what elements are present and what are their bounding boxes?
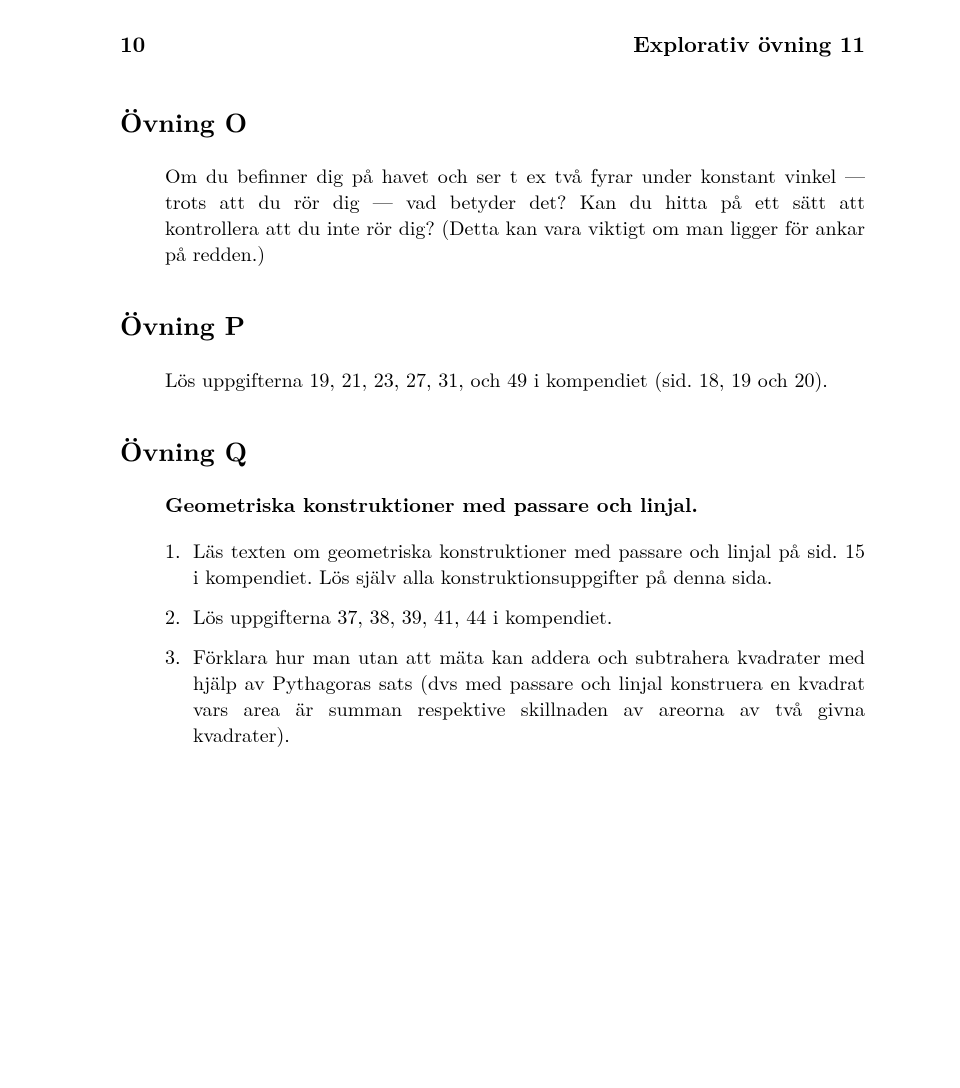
list-ovning-q: 1. Läs texten om geometriska konstruktio… [165, 537, 865, 747]
subheading-ovning-q: Geometriska konstruktioner med passare o… [165, 492, 865, 519]
heading-ovning-q: Övning Q [120, 434, 865, 468]
page-number: 10 [120, 30, 145, 59]
paragraph-ovning-p: Lös uppgifterna 19, 21, 23, 27, 31, och … [165, 366, 865, 392]
paragraph-text: Om du befinner dig på havet och ser t ex… [165, 162, 865, 266]
list-item: 2. Lös uppgifterna 37, 38, 39, 41, 44 i … [165, 603, 865, 629]
heading-ovning-p: Övning P [120, 308, 865, 342]
heading-ovning-o: Övning O [120, 105, 865, 139]
paragraph-ovning-o: Om du befinner dig på havet och ser t ex… [165, 162, 865, 266]
list-item-number: 3. [165, 643, 193, 747]
list-item-number: 1. [165, 537, 193, 589]
list-item: 3. Förklara hur man utan att mäta kan ad… [165, 643, 865, 747]
list-item-text: Lös uppgifterna 37, 38, 39, 41, 44 i kom… [193, 603, 865, 629]
list-item-text: Förklara hur man utan att mäta kan adder… [193, 643, 865, 747]
list-item: 1. Läs texten om geometriska konstruktio… [165, 537, 865, 589]
list-item-text: Läs texten om geometriska konstruktioner… [193, 537, 865, 589]
paragraph-text: Lös uppgifterna 19, 21, 23, 27, 31, och … [165, 366, 865, 392]
running-header: 10 Explorativ övning 11 [120, 30, 865, 59]
running-title: Explorativ övning 11 [633, 30, 865, 59]
list-item-number: 2. [165, 603, 193, 629]
